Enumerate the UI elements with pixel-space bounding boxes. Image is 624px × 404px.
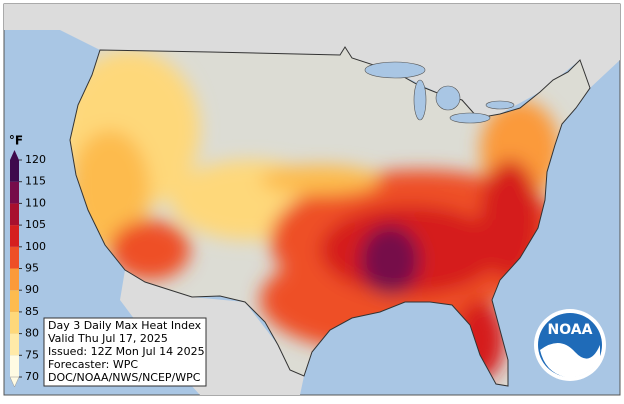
tick-label: 100: [25, 240, 46, 253]
info-line: Forecaster: WPC: [48, 358, 138, 371]
tick-label: 110: [25, 196, 46, 209]
legend-unit: °F: [9, 134, 23, 148]
tick-label: 70: [25, 370, 39, 383]
colorbar-segment: [10, 290, 19, 312]
mexico: [120, 270, 304, 395]
colorbar-segment: [10, 181, 19, 204]
tick-label: 95: [25, 262, 39, 275]
colorbar-segment: [10, 311, 19, 334]
colorbar-segment: [10, 246, 19, 269]
colorbar-segment: [10, 333, 19, 356]
info-line: Day 3 Daily Max Heat Index: [48, 319, 202, 332]
tick-label: 105: [25, 218, 46, 231]
colorbar-segment: [10, 203, 19, 226]
tick-label: 90: [25, 283, 39, 296]
info-line: Issued: 12Z Mon Jul 14 2025: [48, 345, 205, 358]
info-line: DOC/NOAA/NWS/NCEP/WPC: [48, 371, 201, 384]
colorbar: 70 75 80 85 90 95 100 105 110 115 120: [9, 150, 46, 388]
logo-text: NOAA: [548, 322, 593, 338]
colorbar-arrow: [9, 376, 20, 388]
tick-label: 115: [25, 175, 46, 188]
colorbar-segment: [10, 355, 19, 377]
tick-label: 80: [25, 327, 39, 340]
tick-label: 75: [25, 348, 39, 361]
canada: [4, 4, 620, 118]
logo-gull: [540, 342, 600, 378]
heat-field: [70, 50, 570, 380]
colorbar-segment: [10, 160, 19, 182]
colorbar-segment: [10, 268, 19, 291]
tick-label: 120: [25, 153, 46, 166]
colorbar-segment: [10, 225, 19, 247]
info-line: Valid Thu Jul 17, 2025: [48, 332, 168, 345]
colorbar-arrow: [10, 150, 19, 160]
info-box: [43, 317, 207, 387]
great-lakes: [364, 61, 515, 124]
tick-label: 85: [25, 305, 39, 318]
